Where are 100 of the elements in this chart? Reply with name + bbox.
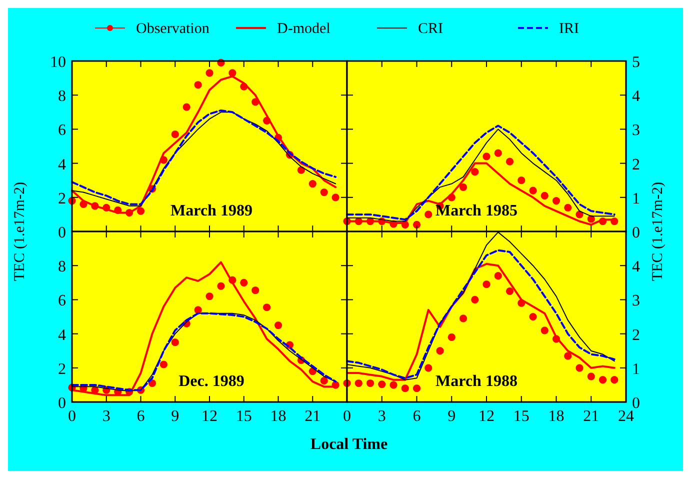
point — [320, 188, 328, 196]
point — [529, 312, 537, 321]
x-tick-label: 18 — [270, 408, 286, 425]
y-tick-label: 2 — [632, 326, 640, 344]
point — [576, 364, 584, 372]
point — [564, 204, 572, 212]
y-tick-label: 2 — [632, 156, 640, 174]
point — [171, 338, 179, 346]
y-tick-label: 1 — [632, 360, 640, 378]
x-axis-title: Local Time — [310, 436, 388, 453]
point — [217, 282, 225, 290]
point — [448, 333, 456, 342]
point — [494, 272, 502, 280]
x-tick-label: 12 — [202, 408, 218, 425]
y-tick-label: 3 — [632, 292, 640, 310]
point — [598, 376, 607, 384]
point — [366, 379, 374, 388]
x-tick-label: 6 — [412, 408, 421, 425]
y-tick-label: 8 — [58, 88, 66, 106]
point — [424, 210, 432, 218]
point — [206, 69, 214, 77]
point — [171, 130, 179, 138]
point — [320, 376, 328, 384]
point — [206, 292, 214, 300]
point — [518, 176, 526, 184]
point — [471, 168, 479, 176]
y-tick-label: 1 — [632, 190, 640, 208]
x-tick-label: 24 — [618, 408, 634, 425]
y-tick-label: 8 — [58, 258, 66, 276]
x-tick-label: 6 — [136, 408, 145, 425]
point — [482, 280, 490, 288]
point — [506, 287, 514, 295]
y-tick-label: 4 — [58, 326, 66, 344]
point — [194, 306, 202, 314]
x-tick-label: 9 — [448, 408, 456, 425]
point — [587, 372, 595, 380]
point — [228, 69, 236, 77]
annotation: March 1985 — [436, 202, 518, 220]
point — [540, 192, 548, 200]
point — [506, 158, 514, 166]
y-tick-label: 5 — [632, 54, 640, 71]
point — [471, 296, 479, 304]
point — [424, 364, 432, 372]
x-tick-label: 3 — [102, 408, 110, 425]
y-tick-label: 2 — [58, 190, 66, 208]
point — [540, 326, 548, 334]
y-tick-label: 3 — [632, 122, 640, 140]
legend-label: IRI — [559, 21, 579, 37]
x-tick-label: 15 — [236, 408, 252, 425]
y-tick-label: 6 — [58, 122, 66, 140]
point — [482, 152, 490, 160]
x-tick-label: 21 — [583, 408, 600, 425]
y-tick-label: 0 — [58, 395, 66, 412]
point — [412, 220, 421, 228]
x-tick-label: 18 — [548, 408, 564, 425]
y-tick-label: 10 — [50, 54, 66, 71]
legend-label: D-model — [277, 21, 330, 37]
point — [262, 304, 271, 312]
x-tick-label: 15 — [513, 408, 530, 425]
point — [274, 321, 282, 330]
x-tick-label: 3 — [378, 408, 386, 425]
point — [529, 186, 537, 194]
point — [459, 183, 468, 191]
y-tick-label: 4 — [632, 88, 640, 106]
point — [354, 379, 362, 388]
point — [332, 194, 340, 202]
point — [308, 180, 316, 188]
x-tick-label: 0 — [343, 408, 351, 425]
x-tick-label: 9 — [171, 408, 180, 425]
point — [436, 347, 444, 355]
y-axis-title: TEC (1.e17m-2) — [12, 182, 28, 282]
y-tick-label: 4 — [58, 156, 66, 174]
annotation: March 1988 — [436, 373, 518, 390]
x-tick-label: 21 — [304, 408, 321, 425]
y-tick-label: 4 — [632, 258, 640, 276]
point — [494, 149, 502, 157]
legend-label: CRI — [418, 21, 444, 37]
point — [552, 197, 560, 205]
x-tick-label: 12 — [478, 408, 494, 425]
y-tick-label: 0 — [58, 224, 66, 242]
annotation: March 1989 — [170, 202, 252, 220]
point — [194, 81, 202, 89]
annotation: Dec. 1989 — [178, 373, 244, 390]
point — [378, 380, 386, 388]
point — [412, 384, 421, 392]
point — [136, 207, 145, 215]
point — [240, 278, 248, 286]
y-tick-label: 2 — [58, 360, 66, 378]
legend-label: Observation — [136, 21, 210, 37]
point — [459, 314, 468, 322]
point — [610, 376, 618, 384]
y-tick-label: 0 — [632, 224, 640, 242]
point — [160, 360, 168, 368]
y-tick-label: 6 — [58, 292, 66, 310]
y-axis-title: TEC (1.e17m-2) — [650, 182, 666, 282]
point — [182, 103, 190, 111]
y-tick-label: 0 — [632, 395, 640, 412]
point — [252, 286, 260, 294]
point — [148, 379, 156, 388]
point — [390, 381, 398, 389]
